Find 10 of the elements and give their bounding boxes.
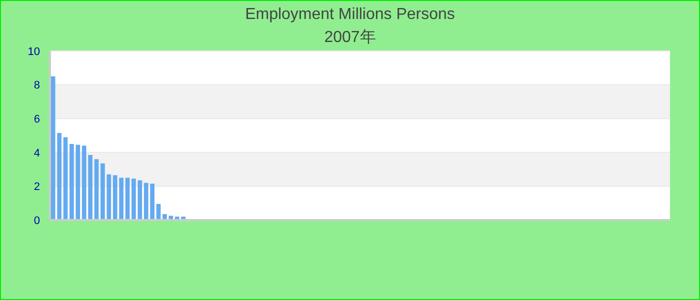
y-tick-label: 0	[34, 214, 40, 227]
y-tick-label: 10	[28, 46, 40, 58]
y-tick-label: 2	[34, 181, 40, 194]
y-tick-label: 6	[34, 113, 40, 126]
bar	[94, 159, 99, 220]
chart-title: Employment Millions Persons	[245, 6, 455, 23]
bar	[63, 137, 68, 220]
y-tick-label: 4	[34, 147, 40, 160]
y-tick-label: 8	[34, 80, 40, 92]
chart-subtitle: 2007年	[324, 29, 376, 46]
